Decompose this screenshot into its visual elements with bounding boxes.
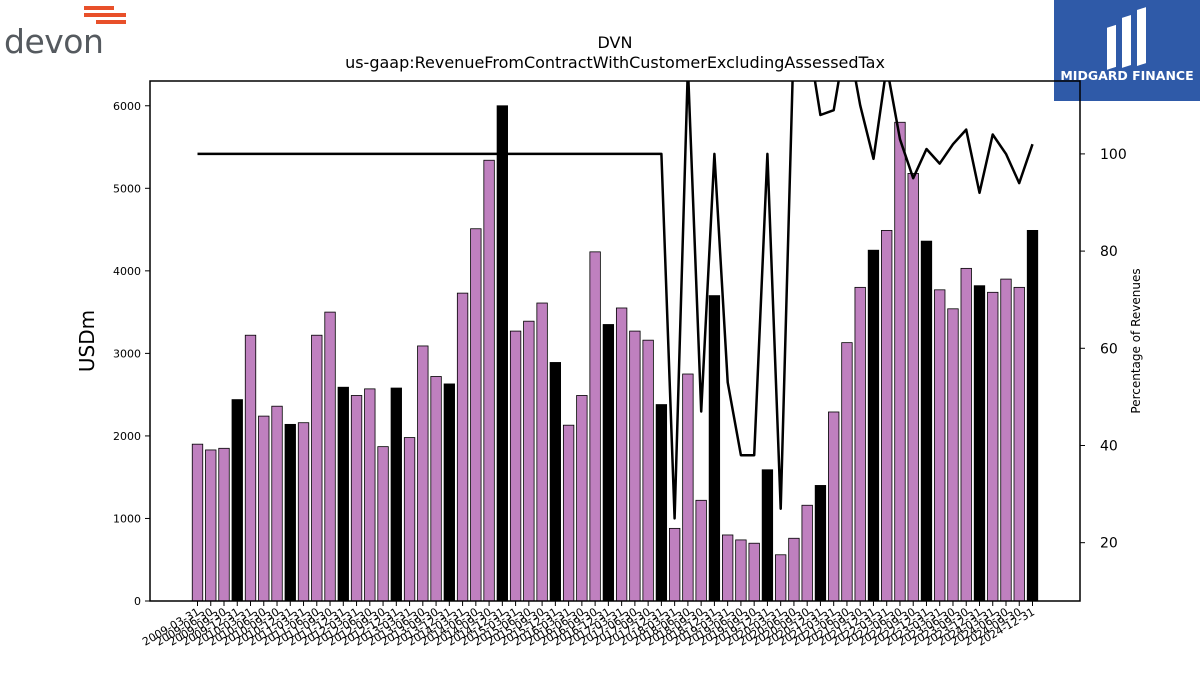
y-tick-label: 1000 xyxy=(113,512,141,525)
bar-quarterly xyxy=(1000,278,1012,602)
y-tick-label: 5000 xyxy=(113,182,141,195)
bar-quarterly xyxy=(523,320,535,602)
y2-tick-label: 80 xyxy=(1100,244,1118,260)
bar-annual xyxy=(284,423,296,602)
bar-quarterly xyxy=(271,405,283,602)
bar-annual xyxy=(655,404,668,602)
bar-quarterly xyxy=(615,307,628,602)
bar-annual xyxy=(761,469,774,602)
bar-quarterly xyxy=(735,539,747,602)
bar-quarterly xyxy=(218,447,230,602)
bar-quarterly xyxy=(509,330,522,602)
devon-logo: devon xyxy=(4,4,126,62)
bar-quarterly xyxy=(775,554,787,602)
bar-quarterly xyxy=(205,449,217,602)
bar-annual xyxy=(920,240,933,602)
bar-quarterly xyxy=(854,286,866,602)
y-tick-label: 3000 xyxy=(113,347,141,360)
bar-quarterly xyxy=(377,446,389,602)
bar-quarterly xyxy=(748,542,760,602)
bar-quarterly xyxy=(258,415,270,602)
y2-tick-label: 40 xyxy=(1100,438,1118,454)
bar-quarterly xyxy=(430,376,442,602)
bar-quarterly xyxy=(841,342,853,602)
bar-quarterly xyxy=(483,159,495,602)
midgard-finance-logo: MIDGARD FINANCE xyxy=(1054,0,1200,101)
bar-quarterly xyxy=(682,373,694,602)
bar-annual xyxy=(867,249,880,602)
bar-quarterly xyxy=(324,311,336,602)
bar-quarterly xyxy=(297,422,310,602)
bar-annual xyxy=(602,324,615,602)
bar-quarterly xyxy=(576,395,588,602)
bar-quarterly xyxy=(589,251,601,602)
bar-quarterly xyxy=(695,499,707,602)
bar-quarterly xyxy=(191,443,204,602)
y-tick-label: 2000 xyxy=(113,430,141,443)
bar-annual xyxy=(443,383,455,602)
bar-quarterly xyxy=(1013,286,1025,602)
bar-annual xyxy=(390,387,402,602)
bar-quarterly xyxy=(801,504,813,602)
y2-tick-label: 100 xyxy=(1100,147,1127,163)
bar-quarterly xyxy=(960,267,972,602)
bar-annual xyxy=(337,386,349,602)
percentage-line xyxy=(197,81,1034,520)
devon-logo-mark xyxy=(84,6,126,27)
y2-tick-label: 60 xyxy=(1100,341,1118,357)
devon-wordmark: devon xyxy=(4,22,104,61)
bar-quarterly xyxy=(947,308,959,602)
bar-quarterly xyxy=(536,302,548,602)
bar-quarterly xyxy=(907,173,919,602)
bar-quarterly xyxy=(364,388,376,602)
bar-quarterly xyxy=(828,411,840,602)
bar-quarterly xyxy=(629,330,641,602)
bar-quarterly xyxy=(244,334,257,602)
bar-quarterly xyxy=(417,345,429,602)
bar-quarterly xyxy=(668,527,681,602)
bar-quarterly xyxy=(987,291,999,602)
bar-quarterly xyxy=(350,395,363,602)
bar-annual xyxy=(973,285,986,602)
midgard-emblem-icon xyxy=(1107,7,1146,70)
bar-annual xyxy=(231,399,243,602)
bar-annual xyxy=(708,295,721,602)
bar-annual xyxy=(1026,229,1039,602)
bar-quarterly xyxy=(722,534,734,602)
y-tick-label: 0 xyxy=(134,595,141,608)
bar-quarterly xyxy=(470,228,482,602)
bar-quarterly xyxy=(881,229,893,602)
bar-quarterly xyxy=(403,437,416,602)
bar-quarterly xyxy=(788,537,800,602)
bar-annual xyxy=(549,362,562,602)
bar-quarterly xyxy=(934,289,946,602)
bar-annual xyxy=(814,485,827,602)
y-tick-label: 4000 xyxy=(113,265,141,278)
y2-axis-label: Percentage of Revenues xyxy=(1129,268,1143,413)
y-axis-label: USDm xyxy=(75,310,99,372)
bar-quarterly xyxy=(562,424,575,602)
y2-tick-label: 20 xyxy=(1100,536,1118,552)
chart-title: DVN xyxy=(598,33,633,52)
bar-annual xyxy=(496,105,508,602)
y-tick-label: 6000 xyxy=(113,100,141,113)
chart-subtitle: us-gaap:RevenueFromContractWithCustomerE… xyxy=(345,53,885,72)
bar-quarterly xyxy=(311,334,323,602)
midgard-finance-name: MIDGARD FINANCE xyxy=(1060,68,1194,83)
bar-quarterly xyxy=(894,121,906,602)
bar-quarterly xyxy=(642,339,654,602)
plot-frame xyxy=(149,80,1081,602)
bar-quarterly xyxy=(456,292,469,602)
